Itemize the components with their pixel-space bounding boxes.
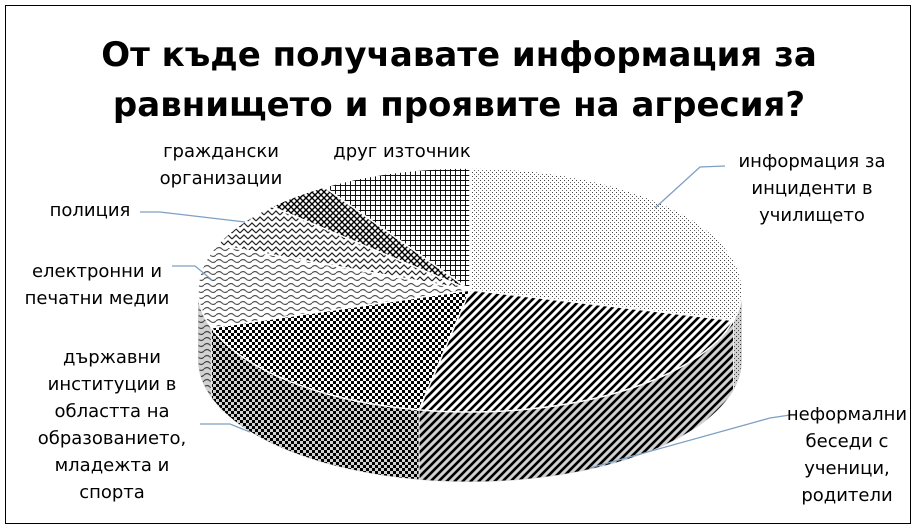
slice-label-3: електронни и печатни медии [25,261,170,309]
pie-slice-6 [322,167,471,292]
slice-label-6-line-0: друг източник [333,141,471,162]
slice-label-3-line-0: електронни и [32,261,162,282]
slice-label-0-line-0: информация за [738,151,885,172]
slice-label-6: друг източник [333,141,471,162]
pie-top-faces [197,167,743,413]
chart-title: От къде получавате информация за равнище… [0,30,918,130]
slice-label-2-line-3: образованието, [38,428,187,449]
slice-label-2: държавни институции в областта на образован… [38,347,187,503]
slice-label-5-line-0: граждански [163,141,279,162]
slice-label-2-line-5: спорта [79,482,145,503]
slice-label-1-line-0: неформални [787,404,907,425]
callout-leader-0 [654,165,726,209]
pie-side-shade-1 [419,320,734,482]
pie-slice-0 [469,167,743,322]
callout-leader-3 [172,265,213,281]
callout-leaders [140,165,791,469]
pie-3d-sides [197,289,743,483]
slice-label-1: неформални беседи с ученици, родители [787,404,907,506]
slice-label-4: полиция [50,200,131,221]
slice-label-4-line-0: полиция [50,200,131,221]
pie-slice-3 [197,244,471,329]
pie-slice-2 [209,289,472,411]
slice-label-2-line-2: областта на [54,401,169,422]
slice-labels: информация за инциденти в училището неформа… [25,141,907,506]
slice-label-2-line-0: държавни [63,347,161,368]
slice-label-1-line-3: родители [801,485,892,506]
slice-label-0-line-2: училището [759,205,865,226]
slice-label-0-line-1: инциденти в [751,178,872,199]
callout-leader-4 [140,211,246,223]
pie-side-shade-3 [198,290,212,398]
pie-slice-1 [417,289,735,413]
slice-label-2-line-1: институции в [48,374,177,395]
pie-side-shade-2 [211,327,420,480]
slice-label-1-line-2: ученици, [804,458,890,479]
slice-label-3-line-1: печатни медии [25,288,170,309]
pie-side-shade-0 [733,290,742,391]
callout-leader-1 [589,414,791,469]
slice-label-2-line-4: младежта и [55,455,170,476]
slice-label-1-line-1: беседи с [806,431,889,452]
slice-label-0: информация за инциденти в училището [738,151,885,226]
slice-label-5-line-1: организации [160,168,283,189]
callout-leader-2 [200,423,251,433]
chart-title-line-1: От къде получавате информация за [101,35,817,75]
chart-title-line-2: равнището и проявите на агресия? [112,85,806,125]
slice-label-5: граждански организации [160,141,283,189]
